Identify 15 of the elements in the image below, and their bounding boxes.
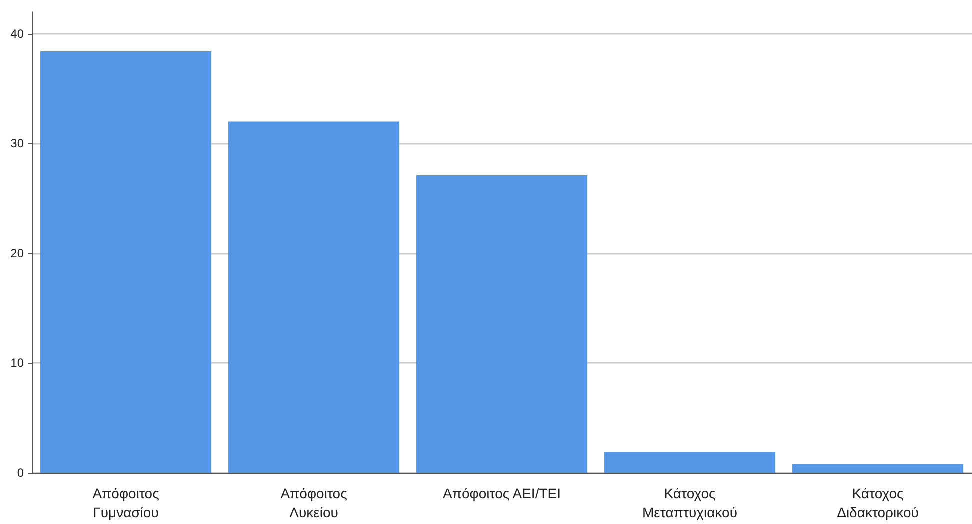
- y-tick-label: 20: [10, 246, 24, 260]
- x-tick-label: Κάτοχος Μεταπτυχιακού: [642, 486, 738, 520]
- y-tick-label: 0: [17, 466, 24, 480]
- x-tick-label: Κάτοχος Διδακτορικού: [837, 486, 919, 520]
- bar: [40, 52, 212, 473]
- y-tick-label: 10: [10, 356, 24, 370]
- x-tick-label: Απόφοιτος ΑΕΙ/ΤΕΙ: [443, 486, 561, 502]
- bar: [604, 452, 776, 473]
- x-tick-label: Απόφοιτος Λυκείου: [280, 486, 348, 520]
- x-tick-label: Απόφοιτος Γυμνασίου: [92, 486, 160, 520]
- bar: [792, 464, 964, 473]
- bar: [228, 122, 400, 473]
- bar: [416, 176, 588, 473]
- y-tick-label: 30: [10, 136, 24, 151]
- y-tick-label: 40: [10, 26, 24, 41]
